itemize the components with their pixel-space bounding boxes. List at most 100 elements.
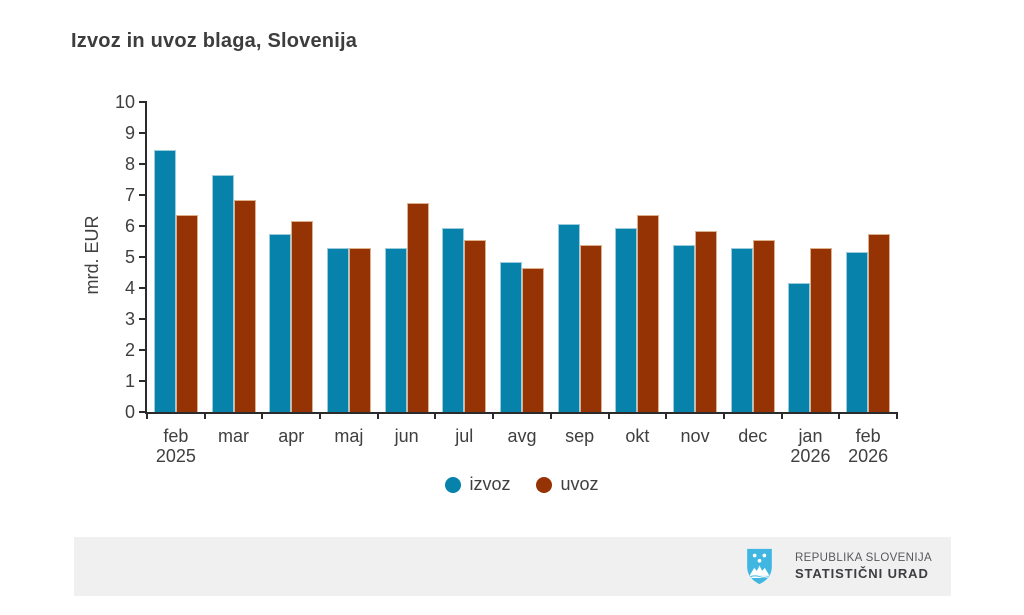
bar-group-jul	[435, 102, 493, 412]
y-tick	[139, 380, 145, 382]
bar-uvoz	[521, 268, 544, 412]
y-tick	[139, 225, 145, 227]
x-label-month: jul	[455, 426, 474, 446]
surs-logo-text: REPUBLIKA SLOVENIJA STATISTIČNI URAD	[795, 551, 932, 582]
x-tick-label: jun	[378, 426, 436, 446]
x-tick	[607, 412, 610, 419]
bar-uvoz	[695, 231, 718, 412]
x-tick	[896, 412, 898, 419]
x-tick-label: okt	[609, 426, 667, 446]
bar-group-mar	[205, 102, 263, 412]
legend-item-izvoz[interactable]: izvoz	[445, 474, 510, 495]
x-tick-label: mar	[205, 426, 263, 446]
bar-izvoz	[788, 283, 811, 412]
bar-izvoz	[615, 228, 638, 412]
x-label-month: okt	[625, 426, 650, 446]
bar-group-feb-2026	[839, 102, 897, 412]
x-tick	[722, 412, 725, 419]
x-tick	[434, 412, 437, 419]
legend-label-izvoz: izvoz	[469, 474, 511, 494]
y-tick-label: 7	[124, 185, 135, 205]
y-tick-label: 6	[124, 216, 135, 236]
x-tick	[838, 412, 841, 419]
x-tick	[261, 412, 264, 419]
slovenia-coat-of-arms-icon	[747, 548, 772, 585]
legend-marker-uvoz-icon	[536, 476, 553, 493]
bar-group-apr	[262, 102, 320, 412]
y-tick	[139, 101, 145, 103]
x-label-year: 2026	[848, 446, 889, 466]
legend-label-uvoz: uvoz	[560, 474, 599, 494]
bar-chart: mrd. EUR izvoz uvoz 0 1 2 3 4 5 6 7 8 9 10 feb 2025 ma…	[82, 92, 898, 494]
bar-izvoz	[730, 248, 753, 412]
x-label-month: jan	[798, 426, 823, 446]
legend-item-uvoz[interactable]: uvoz	[536, 474, 599, 495]
org-name-line1: REPUBLIKA SLOVENIJA	[794, 552, 932, 564]
y-tick	[139, 256, 145, 258]
x-tick-label: apr	[262, 426, 320, 446]
y-tick-label: 3	[124, 309, 135, 329]
x-label-month: dec	[738, 426, 768, 446]
y-tick-label: 9	[124, 123, 135, 143]
bar-izvoz	[557, 224, 580, 412]
y-tick-label: 5	[124, 247, 135, 267]
legend: izvoz uvoz	[147, 474, 897, 495]
bar-uvoz	[868, 234, 891, 412]
bar-izvoz	[211, 175, 234, 412]
bar-group-nov	[666, 102, 724, 412]
x-tick	[492, 412, 495, 419]
x-label-month: feb	[855, 426, 881, 446]
y-axis-line	[145, 101, 147, 414]
bar-group-avg	[493, 102, 551, 412]
x-label-month: sep	[565, 426, 595, 446]
x-label-month: feb	[163, 426, 189, 446]
x-tick-label: nov	[666, 426, 724, 446]
y-tick-label: 8	[124, 154, 135, 174]
footer-band: REPUBLIKA SLOVENIJA STATISTIČNI URAD	[74, 537, 951, 596]
x-tick-label: dec	[724, 426, 782, 446]
bar-izvoz	[499, 262, 522, 412]
bar-uvoz	[406, 203, 429, 412]
bar-izvoz	[153, 150, 176, 412]
x-tick-label: sep	[551, 426, 609, 446]
bar-uvoz	[579, 245, 602, 412]
bar-uvoz	[637, 215, 660, 412]
bar-uvoz	[810, 248, 833, 412]
y-tick	[139, 163, 145, 165]
bar-group-dec	[724, 102, 782, 412]
y-tick	[139, 287, 145, 289]
bar-group-jan-2026	[782, 102, 840, 412]
legend-marker-izvoz-icon	[445, 476, 462, 493]
bar-izvoz	[384, 248, 407, 412]
x-tick	[203, 412, 206, 419]
x-label-month: nov	[680, 426, 710, 446]
x-label-month: mar	[218, 426, 250, 446]
y-tick	[139, 318, 145, 320]
y-tick	[139, 411, 145, 413]
x-label-year: 2026	[790, 446, 831, 466]
bar-izvoz	[269, 234, 292, 412]
x-tick	[665, 412, 668, 419]
x-tick-label: feb 2025	[147, 426, 205, 466]
x-label-month: apr	[278, 426, 305, 446]
bar-uvoz	[175, 215, 198, 412]
bar-uvoz	[291, 221, 314, 412]
x-axis-line	[145, 412, 897, 414]
y-tick	[139, 132, 145, 134]
y-tick	[139, 194, 145, 196]
x-label-year: 2025	[155, 446, 196, 466]
bar-uvoz	[752, 240, 775, 412]
bar-group-jun	[378, 102, 436, 412]
y-tick-label: 0	[124, 402, 135, 422]
y-tick-label: 1	[124, 371, 135, 391]
bar-izvoz	[673, 245, 696, 412]
x-tick-label: feb 2026	[839, 426, 897, 466]
y-tick	[139, 349, 145, 351]
x-label-month: maj	[334, 426, 364, 446]
bar-group-sep	[551, 102, 609, 412]
x-tick-label: jul	[435, 426, 493, 446]
x-tick	[549, 412, 552, 419]
bar-izvoz	[326, 248, 349, 412]
bar-uvoz	[464, 240, 487, 412]
